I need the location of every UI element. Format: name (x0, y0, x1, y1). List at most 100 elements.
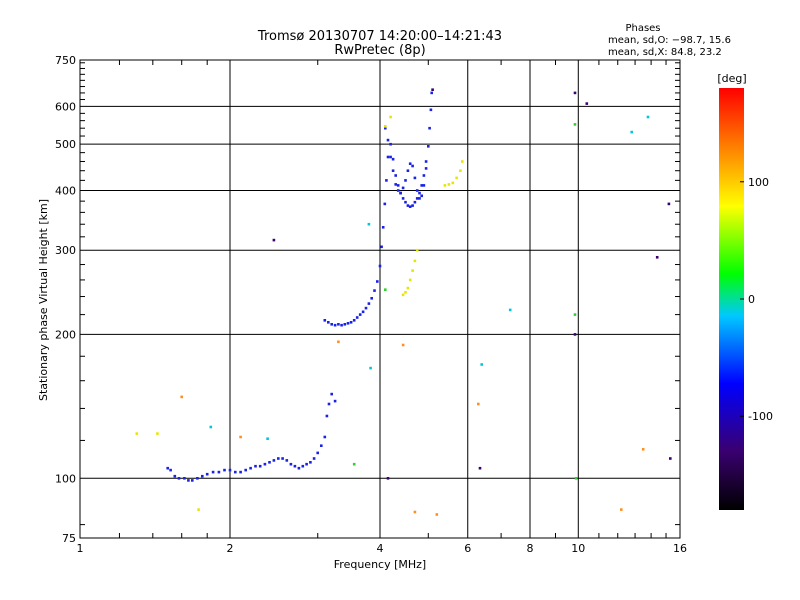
colorbar: [deg] 100 0 -100 (717, 72, 773, 510)
data-point (420, 184, 423, 187)
axis-ticks: 1 2 4 6 8 10 16 75 100 200 300 400 500 600 750 (55, 54, 687, 555)
data-point (337, 340, 340, 344)
data-point (349, 321, 353, 324)
data-point (323, 435, 327, 439)
data-point (380, 245, 383, 249)
y-axis-label: Stationary phase Virtual Height [km] (37, 199, 50, 401)
x-tick-label: 10 (571, 542, 585, 555)
data-point (135, 432, 139, 435)
data-point (420, 194, 423, 198)
data-point (281, 457, 284, 460)
data-point (655, 256, 659, 259)
grid-lines (80, 60, 680, 538)
data-point (386, 155, 390, 159)
colorbar-tick-label: -100 (748, 410, 773, 423)
data-point (424, 167, 428, 170)
data-point (404, 179, 407, 182)
data-point (422, 184, 426, 187)
legend-line-o: mean, sd,O: −98.7, 15.6 (608, 35, 731, 46)
data-point (364, 306, 368, 310)
data-point (369, 366, 372, 370)
colorbar-tick-label: 100 (748, 176, 769, 189)
data-point (477, 402, 480, 406)
data-point (327, 321, 330, 324)
data-point (574, 477, 578, 480)
data-point (391, 169, 395, 172)
data-point (459, 169, 462, 172)
data-point (646, 115, 650, 119)
data-point (169, 468, 172, 472)
data-point (451, 181, 455, 185)
data-point (183, 477, 186, 480)
data-point (312, 457, 316, 460)
data-point (461, 160, 464, 163)
data-point (191, 479, 194, 482)
data-point (217, 470, 221, 474)
data-point (320, 444, 323, 447)
data-point (301, 464, 305, 468)
colorbar-label: [deg] (717, 72, 746, 85)
data-point (180, 395, 183, 399)
data-point (401, 293, 405, 297)
x-tick-label: 8 (527, 542, 534, 555)
data-point (272, 238, 276, 242)
data-point (228, 468, 232, 472)
data-point (223, 468, 226, 472)
data-point (325, 414, 329, 418)
data-point (197, 508, 200, 511)
data-point (196, 477, 199, 480)
data-point (293, 464, 297, 468)
data-point (406, 204, 410, 207)
y-tick-label: 200 (55, 328, 76, 341)
data-point (413, 259, 417, 263)
data-point (378, 264, 382, 268)
data-point (411, 164, 414, 168)
data-point (406, 286, 410, 290)
data-point (272, 459, 276, 462)
x-tick-label: 16 (673, 542, 687, 555)
data-point (277, 457, 280, 460)
data-point (166, 466, 169, 470)
data-point (156, 432, 159, 435)
data-point (406, 169, 410, 172)
data-point (620, 508, 623, 511)
data-point (430, 91, 433, 95)
data-point (346, 322, 350, 325)
chart-subtitle: RwPretec (8p) (334, 43, 425, 58)
data-point (418, 197, 421, 200)
data-point (669, 457, 672, 460)
data-point (373, 289, 376, 292)
data-point (404, 291, 407, 294)
data-point (367, 222, 371, 226)
data-point (396, 189, 400, 192)
data-point (268, 461, 271, 464)
data-point (411, 204, 414, 207)
data-point (573, 313, 577, 316)
data-point (244, 468, 247, 472)
data-point (411, 269, 414, 272)
data-point (435, 513, 439, 516)
y-tick-label: 75 (62, 532, 76, 545)
legend-title: Phases (625, 23, 660, 34)
data-point (573, 123, 577, 126)
data-point (352, 319, 356, 322)
data-point (386, 477, 390, 480)
data-point (401, 197, 405, 200)
data-point (386, 138, 390, 142)
y-tick-label: 400 (55, 184, 76, 197)
x-tick-label: 2 (227, 542, 234, 555)
data-point (630, 130, 633, 134)
data-point (239, 435, 242, 439)
data-points (135, 88, 672, 516)
data-point (415, 248, 419, 252)
data-point (384, 126, 387, 130)
data-point (173, 474, 177, 478)
data-point (422, 174, 426, 177)
data-point (330, 323, 333, 326)
data-point (385, 179, 388, 182)
data-point (667, 202, 671, 206)
data-point (401, 186, 405, 190)
x-tick-label: 1 (77, 542, 84, 555)
data-point (413, 176, 417, 180)
